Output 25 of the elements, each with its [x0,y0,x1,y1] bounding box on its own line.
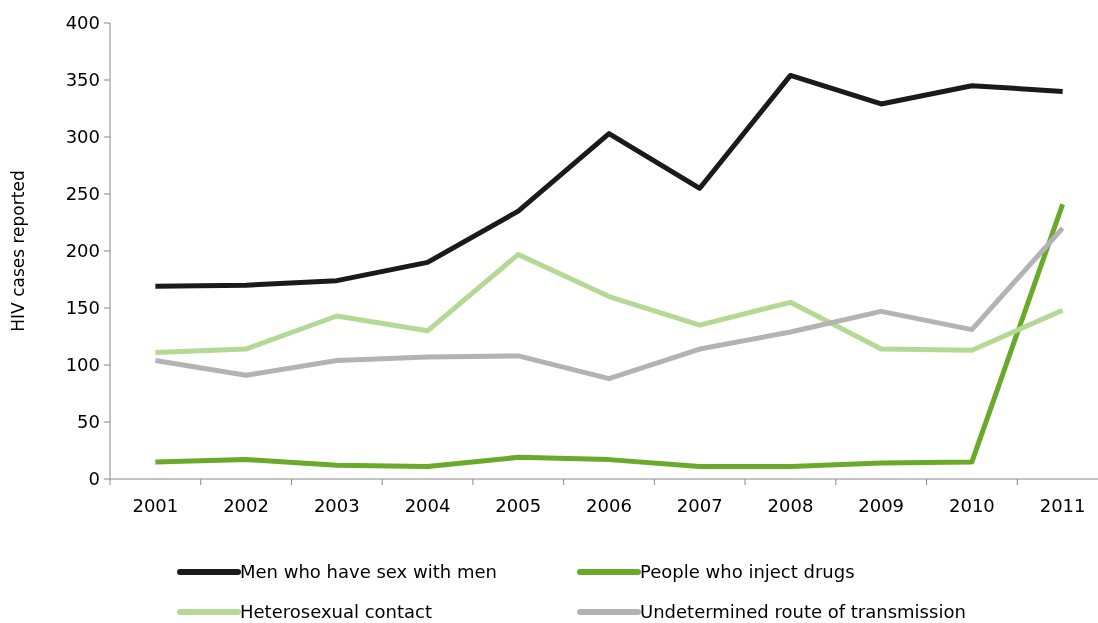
y-axis-title: HIV cases reported [8,170,28,332]
y-tick-label: 50 [77,411,100,433]
x-tick-label: 2005 [495,495,542,516]
x-tick-label: 2004 [404,495,451,516]
x-tick-label: 2001 [132,495,179,516]
y-tick-label: 350 [65,69,100,91]
x-tick-label: 2007 [676,495,723,516]
y-tick-label: 0 [88,468,100,490]
legend-label: People who inject drugs [640,561,855,583]
y-tick-label: 400 [65,12,100,34]
x-tick-label: 2009 [858,495,905,516]
x-tick-label: 2010 [949,495,995,516]
y-tick-label: 250 [65,183,100,205]
legend-label: Heterosexual contact [240,601,433,623]
x-tick-label: 2006 [586,495,632,516]
legend-label: Undetermined route of transmission [640,601,966,623]
x-tick-label: 2008 [767,495,814,516]
y-tick-label: 200 [65,240,100,262]
legend-label: Men who have sex with men [240,561,497,583]
y-tick-label: 300 [65,126,100,148]
y-tick-label: 150 [65,297,100,319]
x-tick-label: 2002 [223,495,269,516]
x-tick-label: 2003 [313,495,360,516]
y-tick-label: 100 [65,354,100,376]
x-tick-label: 2011 [1039,495,1086,516]
